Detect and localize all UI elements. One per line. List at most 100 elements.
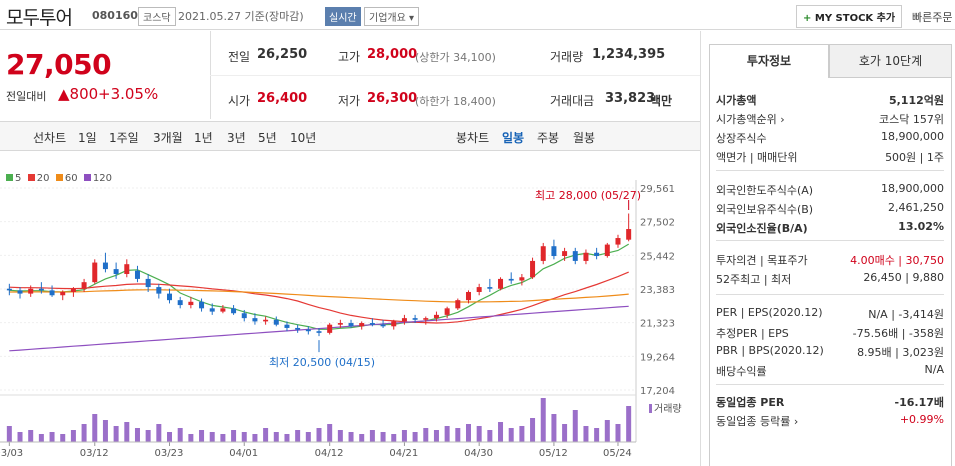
candle-body: [540, 246, 546, 261]
info-row-value: 8.95배 | 3,023원: [857, 346, 944, 359]
info-row-value: 2,461,250: [888, 201, 944, 214]
my-stock-add-button[interactable]: + MY STOCK 추가: [796, 5, 903, 28]
tab-daily-candle[interactable]: 일봉: [502, 131, 525, 145]
info-row: 액면가 | 매매단위 500원 | 1주: [716, 149, 944, 165]
info-row-label: 투자의견 | 목표주가: [716, 254, 808, 267]
candle-body: [401, 318, 407, 322]
candle-body: [295, 327, 301, 330]
info-divider: [716, 384, 944, 385]
high-value: 28,000: [367, 47, 418, 62]
ma-line-20: [9, 271, 629, 324]
candle-body: [17, 290, 23, 294]
ma-legend: 5 20 60 120: [6, 173, 112, 184]
candle-body: [81, 282, 87, 289]
info-row-label: 외국인한도주식수(A): [716, 184, 814, 197]
info-row-value: 4.00매수 | 30,750: [850, 254, 944, 267]
volume-bar: [17, 432, 23, 442]
volume-bar: [327, 424, 333, 442]
tab-10y[interactable]: 10년: [290, 131, 317, 145]
candle-body: [412, 318, 418, 320]
volume-bar: [551, 414, 557, 442]
candle-body: [305, 329, 311, 332]
open-label: 시가: [228, 94, 251, 108]
info-row-label: 시가총액: [716, 94, 757, 107]
volume-bar: [209, 432, 215, 442]
candle-body: [49, 290, 55, 296]
legend-label-120: 120: [92, 173, 113, 184]
volume-bar: [28, 430, 34, 442]
realtime-button[interactable]: 실시간: [325, 7, 361, 26]
candle-body: [455, 300, 461, 309]
candle-body: [284, 324, 290, 328]
candle-body: [380, 324, 386, 327]
tab-1w[interactable]: 1주일: [109, 131, 139, 145]
volume-bar: [423, 428, 429, 442]
candle-body: [444, 308, 450, 315]
amount-unit: 백만: [650, 94, 673, 108]
plus-icon: +: [803, 13, 812, 24]
candle-body: [252, 318, 258, 322]
company-info-button[interactable]: 기업개요 ▾: [364, 7, 419, 26]
candle-body: [177, 300, 183, 306]
volume-bar: [102, 420, 108, 442]
tab-3y[interactable]: 3년: [227, 131, 246, 145]
candle-body: [70, 288, 76, 292]
volume-bar: [337, 430, 343, 442]
high-annotation: 최고 28,000 (05/27): [535, 189, 641, 202]
info-row-value: -75.56배 | -358원: [852, 327, 944, 340]
info-row-value: 5,112억원: [888, 94, 944, 107]
info-row: 52주최고 | 최저 26,450 | 9,880: [716, 271, 944, 287]
x-tick-label: 05/24: [603, 448, 632, 459]
volume-bar: [263, 428, 269, 442]
divider: [700, 31, 701, 466]
high-label: 고가: [338, 50, 361, 64]
volume-bar: [359, 434, 365, 442]
line-chart-label: 선차트: [33, 131, 67, 145]
info-row-label: 액면가 | 매매단위: [716, 151, 798, 164]
volume-bar: [156, 424, 162, 442]
tab-1d[interactable]: 1일: [78, 131, 97, 145]
info-row-label: 상장주식수: [716, 132, 767, 145]
info-row-label: 외국인보유주식수(B): [716, 203, 814, 216]
tab-monthly-candle[interactable]: 월봉: [573, 131, 596, 145]
candle-body: [391, 321, 397, 327]
volume-bar: [284, 434, 290, 442]
legend-swatch-5: [6, 174, 13, 181]
candle-body: [188, 301, 194, 306]
info-row-value: -16.17배: [894, 396, 944, 409]
tab-5y[interactable]: 5년: [258, 131, 277, 145]
sidebar-tabs: 투자정보 호가 10단계: [709, 44, 952, 78]
volume-bar: [401, 430, 407, 442]
tab-investment-info[interactable]: 투자정보: [709, 44, 829, 78]
volume-bar: [316, 428, 322, 442]
x-tick-label: 04/01: [229, 448, 258, 459]
top-bar: [0, 0, 955, 30]
quick-order-link[interactable]: 빠른주문: [912, 11, 953, 24]
candle-body: [231, 308, 237, 314]
info-divider: [716, 240, 944, 241]
info-row: 배당수익률 N/A: [716, 363, 944, 379]
tab-order-book[interactable]: 호가 10단계: [829, 44, 952, 78]
info-row: PBR | BPS(2020.12) 8.95배 | 3,023원: [716, 344, 944, 360]
volume-bar: [572, 410, 578, 442]
volume-bar: [412, 432, 418, 442]
candle-body: [626, 229, 632, 240]
y-tick-label: 19,264: [640, 352, 675, 363]
volume-bar: [49, 432, 55, 442]
volume-value: 1,234,395: [592, 47, 666, 62]
y-tick-label: 23,383: [640, 285, 675, 296]
info-divider: [716, 294, 944, 295]
price-chart[interactable]: 29,561 27,502 25,442 23,383 21,323 19,264 17,2…: [0, 180, 700, 466]
volume-bar: [444, 426, 450, 442]
candle-body: [6, 288, 12, 291]
tab-weekly-candle[interactable]: 주봉: [537, 131, 560, 145]
info-row-value: N/A | -3,414원: [868, 308, 944, 321]
y-tick-label: 17,204: [640, 386, 675, 397]
legend-swatch-60: [55, 174, 63, 181]
tab-1y[interactable]: 1년: [194, 131, 213, 145]
tab-3m[interactable]: 3개월: [153, 131, 183, 145]
volume-bar: [540, 398, 546, 442]
volume-bar: [305, 432, 311, 442]
volume-bar: [60, 434, 66, 442]
candle-body: [433, 314, 439, 319]
